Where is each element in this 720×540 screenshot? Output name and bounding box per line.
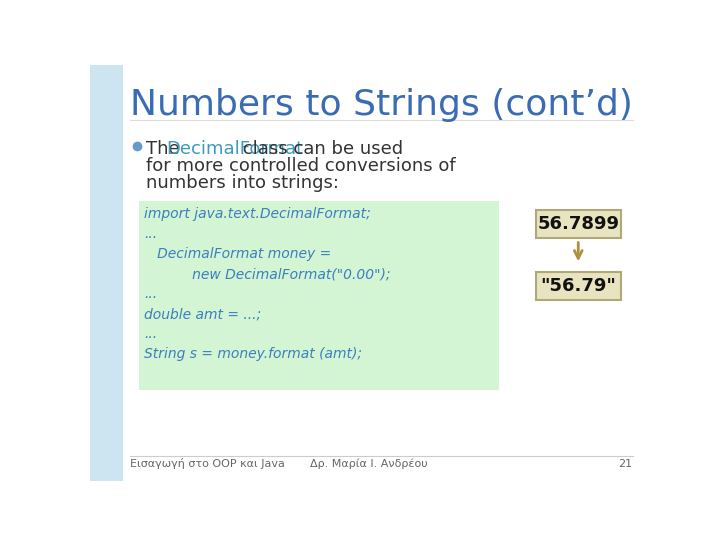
Text: Εισαγωγή στο OOP και Java: Εισαγωγή στο OOP και Java <box>130 458 285 469</box>
Text: "56.79": "56.79" <box>540 277 616 295</box>
Bar <box>139 201 499 390</box>
Text: import java.text.DecimalFormat;: import java.text.DecimalFormat; <box>144 207 371 221</box>
Text: DecimalFormat money =: DecimalFormat money = <box>144 247 331 261</box>
Text: String s = money.format (amt);: String s = money.format (amt); <box>144 347 362 361</box>
Text: 56.7899: 56.7899 <box>537 215 619 233</box>
Text: ...: ... <box>144 227 158 241</box>
Text: class can be used: class can be used <box>238 140 403 158</box>
Bar <box>90 65 122 481</box>
Text: 21: 21 <box>618 458 632 469</box>
Text: Δρ. Μαρία Ι. Ανδρέου: Δρ. Μαρία Ι. Ανδρέου <box>310 458 428 469</box>
FancyBboxPatch shape <box>536 211 621 238</box>
Text: new DecimalFormat("0.00");: new DecimalFormat("0.00"); <box>144 267 391 281</box>
FancyBboxPatch shape <box>536 272 621 300</box>
Text: double amt = ...;: double amt = ...; <box>144 307 261 321</box>
Text: ...: ... <box>144 287 158 301</box>
Text: The: The <box>145 140 185 158</box>
Text: DecimalFormat: DecimalFormat <box>166 140 303 158</box>
Text: for more controlled conversions of: for more controlled conversions of <box>145 157 456 175</box>
Text: numbers into strings:: numbers into strings: <box>145 174 339 192</box>
Text: Numbers to Strings (cont’d): Numbers to Strings (cont’d) <box>130 88 633 122</box>
Text: ...: ... <box>144 327 158 341</box>
